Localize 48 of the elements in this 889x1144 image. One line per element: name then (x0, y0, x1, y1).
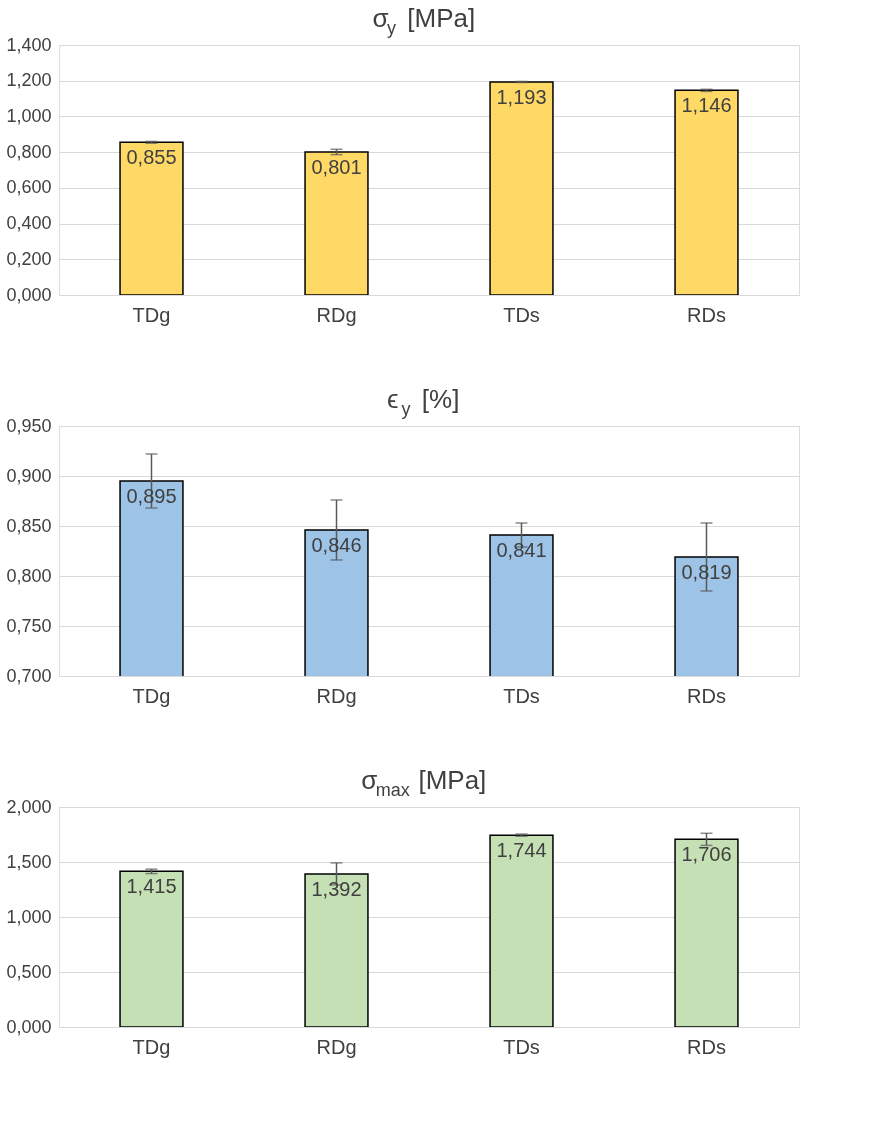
y-tick-label: 0,850 (6, 515, 52, 536)
x-tick-label: RDs (687, 684, 726, 707)
data-label: 0,801 (311, 155, 362, 178)
y-tick-label: 0,200 (6, 248, 52, 269)
data-label: 1,193 (496, 85, 547, 108)
bar (119, 141, 184, 295)
bar (304, 151, 369, 295)
y-tick-label: 1,400 (6, 34, 52, 55)
bar (674, 89, 739, 295)
x-tick-label: TDg (132, 684, 171, 707)
data-label: 0,855 (126, 146, 177, 169)
y-tick-label: 0,500 (6, 961, 52, 982)
y-tick-label: 0,900 (6, 465, 52, 486)
data-label: 0,841 (496, 539, 547, 561)
y-tick-label: 0,950 (6, 415, 52, 436)
x-tick-label: RDs (687, 303, 726, 326)
data-label: 1,744 (496, 839, 547, 862)
y-tick-label: 1,500 (6, 851, 52, 872)
x-tick-label: RDs (687, 1035, 726, 1058)
x-tick-label: RDg (316, 684, 357, 707)
y-tick-label: 0,600 (6, 177, 52, 198)
y-tick-label: 0,000 (6, 284, 52, 305)
y-tick-label: 2,000 (6, 796, 52, 817)
y-tick-label: 1,000 (6, 105, 52, 126)
bar (489, 834, 554, 1027)
data-label: 1,392 (311, 877, 362, 900)
x-tick-label: TDg (132, 303, 171, 326)
x-tick-label: TDg (132, 1035, 171, 1058)
data-label: 1,706 (681, 843, 732, 866)
y-tick-label: 0,000 (6, 1016, 52, 1037)
data-label: 1,146 (681, 94, 732, 117)
y-tick-label: 0,800 (6, 141, 52, 162)
bar (119, 870, 184, 1027)
y-tick-label: 0,700 (6, 665, 52, 686)
bar (304, 873, 369, 1027)
y-tick-label: 1,200 (6, 70, 52, 91)
y-tick-label: 0,400 (6, 213, 52, 234)
y-tick-label: 1,000 (6, 906, 52, 927)
x-tick-label: TDs (503, 1035, 540, 1058)
bar (489, 81, 554, 295)
data-label: 1,415 (126, 875, 177, 898)
bar (674, 838, 739, 1027)
y-tick-label: 0,800 (6, 565, 52, 586)
y-tick-label: 0,750 (6, 615, 52, 636)
x-tick-label: TDs (503, 684, 540, 707)
x-tick-label: RDg (316, 303, 357, 326)
x-tick-label: RDg (316, 1035, 357, 1058)
x-tick-label: TDs (503, 303, 540, 326)
